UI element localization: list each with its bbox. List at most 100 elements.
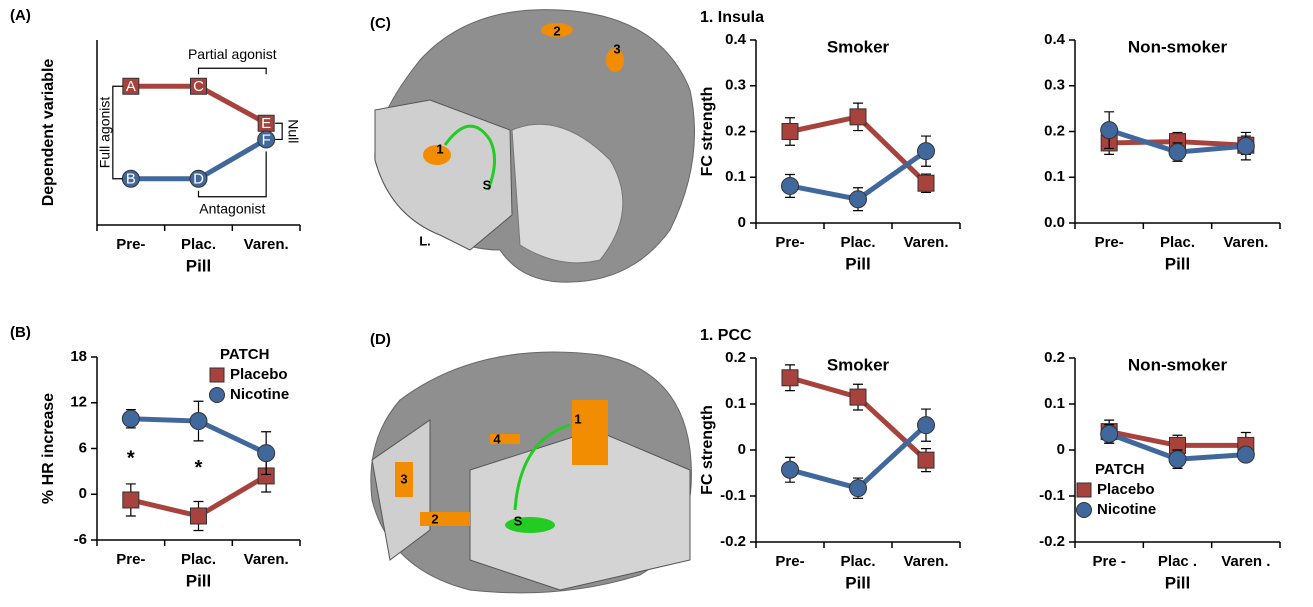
marker (782, 124, 798, 140)
activation (420, 512, 470, 526)
region-label: 1 (436, 141, 443, 156)
region-label: 4 (493, 431, 501, 446)
region-label: 2 (431, 511, 438, 526)
legend-marker (210, 388, 225, 403)
marker (918, 143, 935, 160)
figure: (A)Pre-Plac.Varen.PillDependent variable… (0, 0, 1313, 602)
legend-marker (1077, 483, 1091, 497)
y-tick-label: 0.2 (725, 122, 746, 139)
y-axis-label: FC strength (699, 87, 716, 177)
y-tick-label: 6 (79, 439, 87, 456)
x-tick-label: Varen. (244, 236, 289, 253)
chart-title: Non-smoker (1128, 37, 1228, 56)
legend-title: PATCH (1095, 461, 1144, 478)
x-tick-label: Plac . (1158, 553, 1197, 570)
y-tick-label: -0.2 (1039, 533, 1065, 550)
marker (1101, 425, 1118, 442)
y-tick-label: 0.2 (725, 349, 746, 366)
point-label: F (262, 131, 271, 148)
legend-label: Nicotine (1097, 501, 1156, 518)
marker (1237, 138, 1254, 155)
y-tick-label: -0.1 (1039, 487, 1065, 504)
y-tick-label: 0.4 (1044, 31, 1066, 48)
point-label: C (193, 78, 204, 95)
point-label: A (126, 78, 136, 95)
y-axis-label: FC strength (699, 405, 716, 495)
marker (190, 413, 207, 430)
region-label: S (483, 177, 492, 192)
legend-marker (1077, 503, 1092, 518)
y-tick-label: 0.1 (725, 168, 746, 185)
panel-label: (D) (370, 331, 391, 348)
chart-title: Non-smoker (1128, 355, 1228, 374)
point-label: D (193, 171, 204, 188)
marker (1169, 451, 1186, 468)
legend-marker (210, 368, 224, 382)
y-tick-label: 0.2 (1044, 122, 1065, 139)
x-axis-label: Pill (1165, 573, 1191, 592)
x-tick-label: Pre- (116, 551, 145, 568)
y-tick-label: 18 (70, 348, 87, 365)
marker (918, 452, 934, 468)
x-tick-label: Varen. (903, 234, 948, 251)
y-tick-label: 0.0 (1044, 214, 1065, 231)
x-tick-label: Pre- (1095, 234, 1124, 251)
bracket (275, 123, 282, 139)
activation (505, 517, 555, 533)
x-tick-label: Plac. (181, 236, 216, 253)
x-tick-label: Pre - (1092, 553, 1125, 570)
x-tick-label: Varen. (903, 553, 948, 570)
y-tick-label: -6 (74, 531, 87, 548)
y-tick-label: 0 (738, 441, 746, 458)
x-tick-label: Plac. (181, 551, 216, 568)
marker (123, 492, 139, 508)
region-label: S (514, 513, 523, 528)
annotation: Full agonist (97, 97, 113, 169)
marker (850, 389, 866, 405)
marker (918, 417, 935, 434)
y-axis-label: Dependent variable (40, 59, 57, 207)
region-label: 2 (553, 23, 560, 38)
y-tick-label: 0.4 (725, 31, 747, 48)
x-tick-label: Pre- (116, 236, 145, 253)
x-axis-label: Pill (845, 573, 871, 592)
legend-label: Nicotine (230, 386, 289, 403)
x-tick-label: Varen . (1221, 553, 1270, 570)
annotation: Null (285, 119, 301, 143)
region-label: 3 (613, 41, 620, 56)
marker (850, 480, 867, 497)
marker (1237, 446, 1254, 463)
x-tick-label: Plac. (840, 553, 875, 570)
annotation: Antagonist (199, 200, 265, 216)
chart-title: Smoker (827, 37, 890, 56)
region-label: 3 (400, 471, 407, 486)
y-tick-label: 0 (738, 214, 746, 231)
y-tick-label: 0.1 (1044, 395, 1065, 412)
brain-d (371, 352, 692, 593)
y-axis-label: % HR increase (40, 393, 57, 504)
panel-label: (C) (370, 15, 391, 32)
legend-label: Placebo (1097, 481, 1155, 498)
x-axis-label: Pill (1165, 254, 1191, 273)
y-tick-label: 0.2 (1044, 349, 1065, 366)
panel-heading: 1. PCC (700, 327, 752, 344)
point-label: E (261, 115, 271, 132)
marker (782, 177, 799, 194)
panel-label: (B) (10, 324, 31, 341)
point-label: B (126, 171, 136, 188)
marker (1101, 122, 1118, 139)
y-tick-label: 0.1 (725, 395, 746, 412)
marker (258, 445, 275, 462)
annotation: Partial agonist (188, 46, 277, 62)
marker (850, 191, 867, 208)
legend-title: PATCH (220, 346, 269, 363)
bracket (113, 86, 123, 179)
marker (782, 461, 799, 478)
activation (572, 400, 608, 465)
marker (782, 370, 798, 386)
marker (191, 508, 207, 524)
marker (918, 175, 934, 191)
y-tick-label: 0 (1057, 441, 1065, 458)
y-tick-label: 12 (70, 394, 87, 411)
region-label: L. (419, 233, 431, 248)
